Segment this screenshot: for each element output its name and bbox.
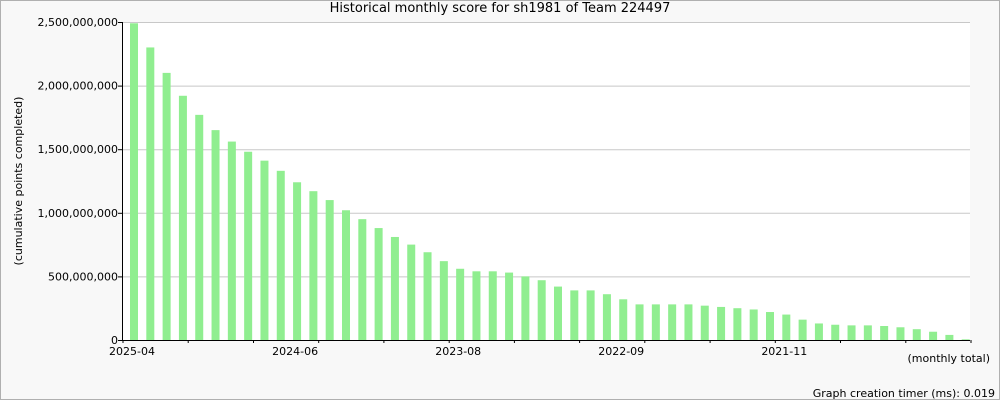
bar (244, 151, 253, 340)
bar (814, 323, 823, 340)
bar (374, 228, 383, 340)
bar (146, 47, 155, 340)
bar (684, 304, 693, 340)
bar (700, 305, 709, 340)
bar (863, 325, 872, 340)
x-axis-label: (monthly total) (907, 352, 991, 365)
bar (488, 271, 497, 340)
bar (586, 290, 595, 340)
bar (945, 334, 954, 340)
bar (472, 271, 481, 340)
chart-title: Historical monthly score for sh1981 of T… (329, 1, 671, 16)
bar (521, 276, 530, 340)
x-tick-label: 2021-11 (761, 345, 807, 358)
bar (602, 294, 611, 340)
bar (668, 304, 677, 340)
bar (847, 325, 856, 340)
bar (651, 304, 660, 340)
bar (211, 130, 220, 340)
bar (798, 319, 807, 340)
bar (456, 268, 465, 340)
y-tick-label: 1,000,000,000 (38, 207, 118, 220)
bar (358, 219, 367, 340)
y-tick-label: 2,000,000,000 (38, 80, 118, 93)
bar (178, 95, 187, 340)
bar (929, 331, 938, 340)
bar (766, 312, 774, 340)
bar (782, 314, 791, 340)
x-tick-label: 2025-04 (109, 345, 155, 358)
bar (749, 309, 758, 340)
bar (717, 306, 726, 340)
y-tick-label: 2,500,000,000 (38, 16, 118, 29)
bar (912, 329, 921, 340)
bar (342, 210, 350, 340)
y-tick-label: 500,000,000 (48, 270, 118, 283)
bar (423, 252, 432, 340)
bar (554, 286, 562, 340)
bar (309, 191, 318, 340)
y-tick-label: 0 (111, 334, 118, 347)
bar (130, 23, 138, 341)
y-axis-label: (cumulative points completed) (12, 97, 25, 266)
bar (505, 272, 514, 340)
bar (619, 299, 628, 340)
bar (390, 236, 399, 340)
bar (325, 200, 334, 340)
bar (227, 141, 236, 340)
bar (635, 304, 644, 340)
bar (195, 114, 204, 340)
bar (831, 324, 840, 340)
bar (407, 244, 416, 340)
bar (276, 170, 285, 340)
bar (537, 280, 546, 340)
y-tick-label: 1,500,000,000 (38, 143, 118, 156)
bar (439, 261, 448, 340)
graph-timer-text: Graph creation timer (ms): 0.019 (812, 387, 995, 400)
bar (162, 72, 171, 340)
bar (293, 182, 302, 340)
bar (570, 290, 579, 340)
bar (961, 339, 970, 340)
bar (880, 326, 889, 340)
bar (896, 327, 905, 340)
bar (260, 160, 269, 340)
x-tick-label: 2022-09 (598, 345, 644, 358)
x-tick-label: 2023-08 (435, 345, 481, 358)
bar (733, 308, 742, 340)
x-tick-label: 2024-06 (272, 345, 318, 358)
